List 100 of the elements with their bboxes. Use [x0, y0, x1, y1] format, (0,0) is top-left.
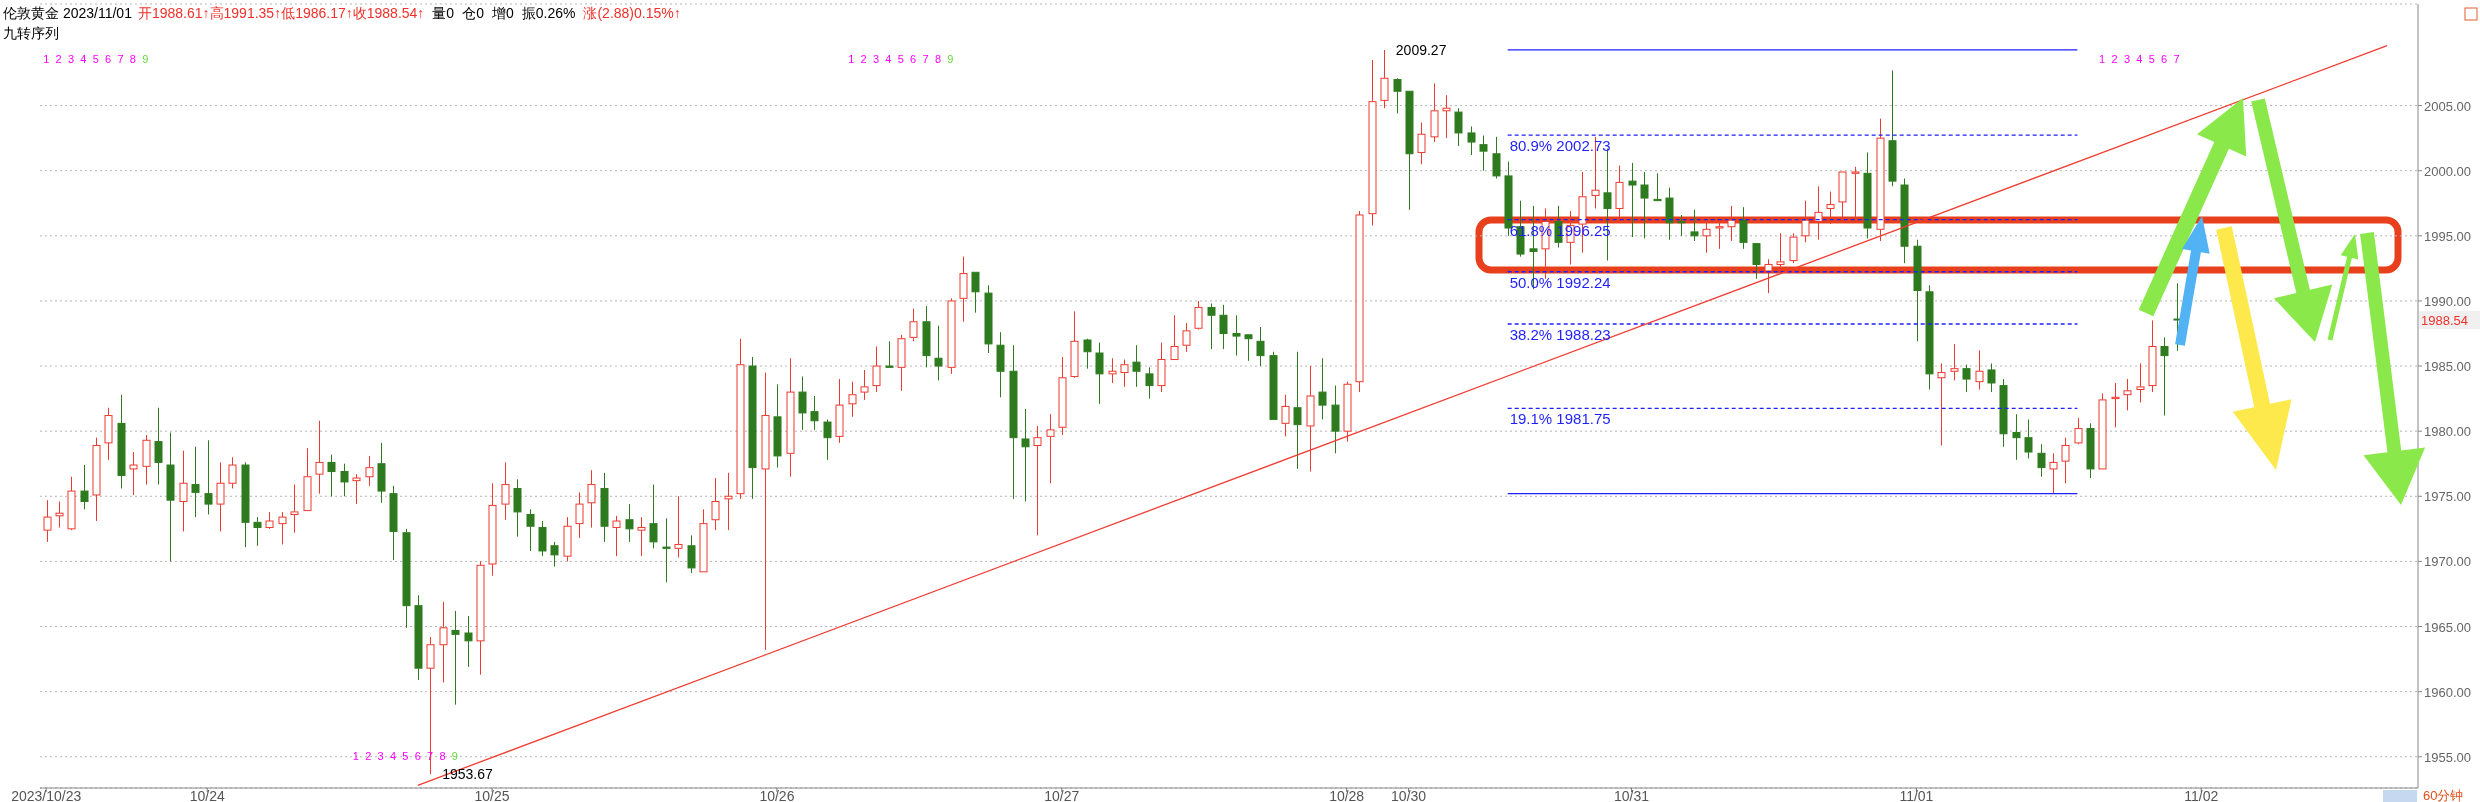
candlestick [142, 434, 151, 486]
annotation: 涨(2.88)0.15%↑ [583, 5, 681, 21]
candlestick [1219, 304, 1228, 350]
candlestick [476, 560, 485, 676]
candlestick [1256, 326, 1265, 367]
annotation: 1953.67 [442, 766, 493, 783]
candlestick [2012, 413, 2021, 461]
text: 九转序列 [3, 24, 59, 42]
candlestick [377, 442, 386, 504]
candlestick [526, 508, 535, 552]
candlestick [1442, 94, 1451, 139]
annotation: 增0 [491, 5, 514, 21]
candlestick [996, 331, 1005, 398]
candlestick [179, 450, 188, 532]
y-tick-label: 1975.00 [2424, 489, 2471, 505]
candlestick [67, 476, 76, 530]
candlestick [1702, 219, 1711, 254]
candlestick [724, 472, 733, 531]
text: 60分钟 [2423, 788, 2464, 802]
candlestick [1033, 425, 1042, 536]
candlestick [513, 478, 522, 538]
y-tick-label: 1965.00 [2424, 619, 2471, 635]
candlestick [2037, 443, 2046, 478]
candlestick [1009, 344, 1018, 500]
candlestick [1095, 342, 1104, 405]
candlestick [464, 615, 473, 668]
y-tick-label: 1970.00 [2424, 554, 2471, 570]
x-tick-label: 11/02 [2184, 788, 2219, 802]
candlestick [773, 383, 782, 469]
x-tick-label: 10/27 [1044, 788, 1080, 802]
candlestick [1628, 162, 1637, 238]
y-tick-label: 1980.00 [2424, 424, 2471, 440]
candlestick [204, 439, 213, 516]
x-tick-label: 11/01 [1899, 788, 1934, 802]
candlestick [1393, 79, 1402, 114]
candlestick [1021, 408, 1030, 502]
x-tick-label: 10/24 [189, 788, 225, 802]
candlestick [2160, 336, 2169, 417]
candlestick [848, 381, 857, 418]
candlestick [1937, 362, 1946, 446]
candlestick [216, 461, 225, 532]
annotation: 振0.26% [521, 5, 576, 21]
candlestick [587, 469, 596, 529]
candlestick [1132, 344, 1141, 388]
candlestick [1764, 258, 1773, 294]
candlestick [786, 357, 795, 478]
candlestick [736, 338, 745, 500]
y-tick-label: 1955.00 [2424, 749, 2471, 765]
candlestick [501, 461, 510, 521]
x-tick-label: 10/31 [1614, 788, 1650, 802]
candlestick [290, 484, 299, 534]
candlestick [959, 256, 968, 323]
candlestick [1417, 122, 1426, 165]
candlestick [365, 455, 374, 487]
x-tick-label: 10/26 [759, 788, 795, 802]
candlestick [414, 594, 423, 681]
candlestick [2136, 362, 2145, 404]
candlestick [1070, 310, 1079, 377]
candlestick [1665, 187, 1674, 241]
candlestick [315, 420, 324, 495]
candlestick [1331, 385, 1340, 454]
annotation: 开1988.61↑高1991.35↑低1986.17↑收1988.54↑ [137, 5, 425, 21]
annotation: 量0 [432, 5, 455, 21]
candlestick [1615, 164, 1624, 224]
candlestick [798, 375, 807, 431]
candlestick [1727, 205, 1736, 242]
candlestick [253, 516, 262, 547]
candlestick [637, 516, 646, 557]
candlestick [43, 499, 52, 543]
candlestick [662, 517, 671, 583]
candlestick [600, 472, 609, 543]
candlestick [191, 446, 200, 518]
candlestick [1690, 209, 1699, 242]
candlestick [129, 451, 138, 496]
candlestick [1046, 413, 1055, 484]
candlestick [439, 601, 448, 684]
annotation: 1 2 3 4 5 6 7 [2099, 53, 2180, 65]
candlestick [488, 482, 497, 577]
y-tick-label: 1990.00 [2424, 293, 2471, 309]
candlestick [575, 491, 584, 539]
y-tick-label: 1995.00 [2424, 228, 2471, 244]
candlestick [1368, 59, 1377, 226]
ref-line-label: 38.2% 1988.23 [1509, 325, 1611, 343]
candlestick [1306, 365, 1315, 473]
candlestick [2123, 378, 2132, 411]
candlestick [2049, 452, 2058, 495]
y-tick-label: 2005.00 [2424, 98, 2471, 114]
candlestick [810, 395, 819, 431]
text: 1988.54 [2421, 312, 2468, 328]
candlestick [2111, 382, 2120, 428]
candlestick [1640, 171, 1649, 239]
x-tick-label: 10/30 [1391, 788, 1427, 802]
x-tick-label: 10/28 [1329, 788, 1365, 802]
candlestick [1430, 82, 1439, 143]
annotation: 2009.27 [1395, 41, 1447, 58]
y-tick-label: 1960.00 [2424, 684, 2471, 700]
candlestick [711, 477, 720, 531]
candlestick [761, 372, 770, 651]
candlestick [55, 500, 64, 529]
ref-line-label: 19.1% 1981.75 [1509, 410, 1611, 428]
